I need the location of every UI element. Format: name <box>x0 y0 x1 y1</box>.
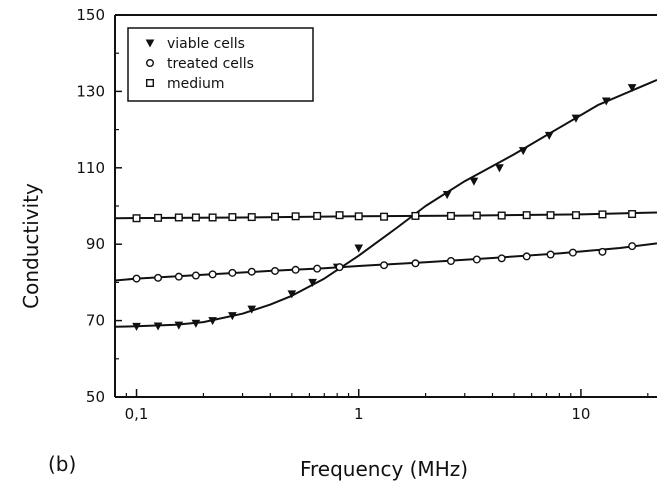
data-point-circle <box>546 250 555 259</box>
data-point-square <box>446 211 455 220</box>
data-point-circle <box>335 263 344 272</box>
data-point-square <box>132 214 141 223</box>
legend-label: medium <box>167 76 225 92</box>
data-point-triangle-down <box>308 278 317 287</box>
data-point-triangle-down <box>287 290 297 299</box>
data-point-square <box>598 210 607 219</box>
data-point-triangle-down <box>571 114 581 123</box>
x-axis-title: Frequency (MHz) <box>300 457 468 481</box>
data-point-triangle-down <box>627 84 637 93</box>
x-tick-label: 10 <box>571 405 590 423</box>
data-point-square <box>571 211 580 220</box>
x-tick-label: 0,1 <box>125 405 149 423</box>
data-point-circle <box>208 270 217 279</box>
data-point-circle <box>568 248 577 257</box>
data-point-circle <box>291 265 300 274</box>
y-tick-label: 130 <box>76 82 105 100</box>
data-point-square <box>546 211 555 220</box>
data-point-square <box>208 213 217 222</box>
data-point-square <box>411 211 420 220</box>
data-point-triangle-down <box>469 177 479 186</box>
data-point-circle <box>446 257 455 266</box>
data-point-triangle-down <box>132 322 141 331</box>
y-tick-label: 50 <box>86 388 105 406</box>
data-point-triangle-down <box>544 131 554 140</box>
data-point-circle <box>228 268 237 277</box>
data-point-circle <box>598 247 607 256</box>
data-point-triangle-down <box>495 164 504 173</box>
legend-marker-circle <box>145 59 154 68</box>
data-point-triangle-down <box>518 147 528 156</box>
legend-marker-square <box>145 78 154 87</box>
y-axis-title: Conductivity <box>19 183 43 309</box>
data-point-triangle-down <box>153 322 163 331</box>
data-point-square <box>628 210 637 219</box>
data-point-triangle-down <box>601 97 611 106</box>
data-point-circle <box>313 264 322 273</box>
data-point-triangle-down <box>354 244 364 253</box>
data-point-square <box>154 213 163 222</box>
data-point-square <box>380 212 389 221</box>
data-point-triangle-down <box>228 312 237 321</box>
data-point-circle <box>191 271 200 280</box>
data-point-triangle-down <box>174 321 184 330</box>
data-markers <box>132 84 637 331</box>
data-point-circle <box>271 266 280 275</box>
legend-label: viable cells <box>167 36 245 52</box>
data-point-circle <box>411 259 420 268</box>
data-point-square <box>313 211 322 220</box>
data-point-square <box>472 211 481 220</box>
data-point-triangle-down <box>208 317 217 326</box>
data-point-square <box>522 211 531 220</box>
x-tick-label: 1 <box>354 405 364 423</box>
data-point-triangle-down <box>247 305 257 314</box>
y-tick-label: 70 <box>86 312 105 330</box>
data-point-circle <box>522 252 531 261</box>
data-point-circle <box>497 254 506 263</box>
y-tick-label: 150 <box>76 6 105 24</box>
legend: viable cells treated cells medium <box>127 27 314 102</box>
data-point-square <box>291 212 300 221</box>
data-point-circle <box>132 274 141 283</box>
data-point-square <box>247 213 256 222</box>
data-point-square <box>191 213 200 222</box>
data-point-circle <box>247 267 256 276</box>
data-point-square <box>354 212 363 221</box>
data-point-square <box>174 213 183 222</box>
data-point-square <box>335 211 344 220</box>
data-point-circle <box>472 255 481 264</box>
data-point-square <box>497 211 506 220</box>
y-tick-label: 110 <box>76 159 105 177</box>
data-point-circle <box>174 272 183 281</box>
data-point-circle <box>628 242 637 251</box>
y-tick-label: 90 <box>86 235 105 253</box>
legend-label: treated cells <box>167 56 254 72</box>
panel-label: (b) <box>48 452 76 476</box>
legend-marker-triangle-down <box>145 39 155 48</box>
data-point-circle <box>154 273 163 282</box>
data-point-circle <box>380 261 389 270</box>
data-point-triangle-down <box>191 319 201 328</box>
data-point-square <box>228 213 237 222</box>
legend-box <box>127 27 314 102</box>
data-point-square <box>271 212 280 221</box>
data-point-triangle-down <box>442 191 452 200</box>
